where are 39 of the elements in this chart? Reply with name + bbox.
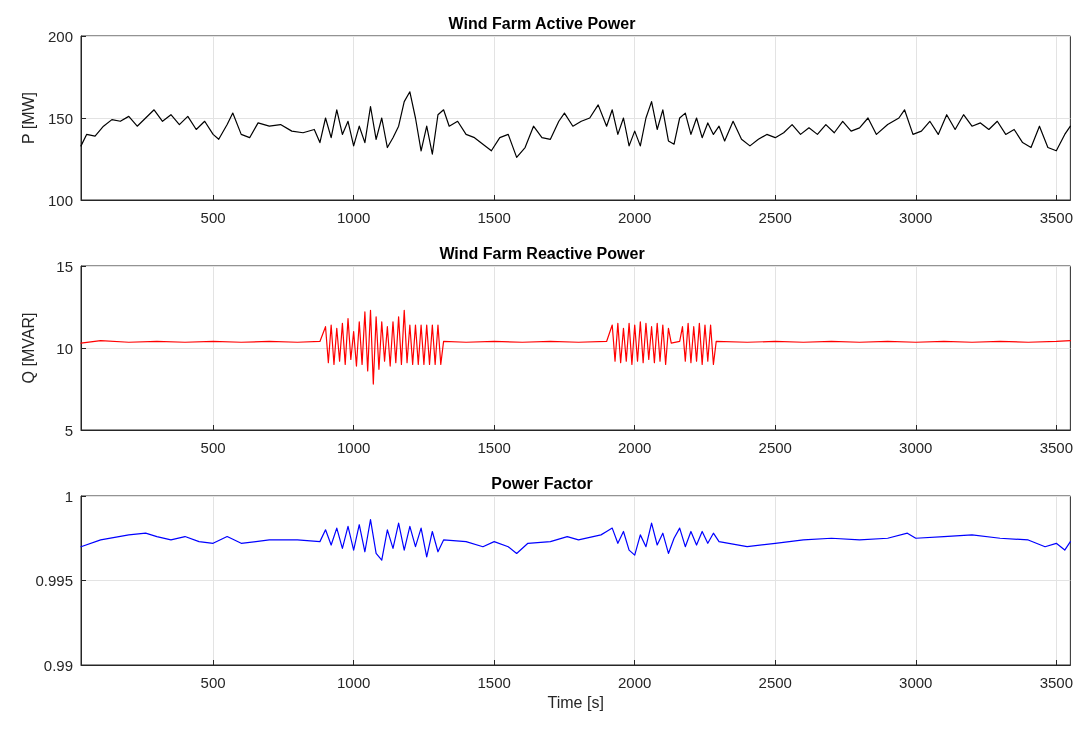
x-tick-label: 1500 xyxy=(477,674,511,691)
x-tick-label: 3500 xyxy=(1039,209,1073,226)
chart-title: Power Factor xyxy=(491,474,593,492)
x-tick-label: 3000 xyxy=(899,674,933,691)
x-tick-label: 500 xyxy=(200,439,226,456)
x-tick-label: 1000 xyxy=(336,674,371,691)
chart-title: Wind Farm Reactive Power xyxy=(439,244,645,262)
x-tick-label: 2500 xyxy=(758,209,792,226)
y-tick-label: 150 xyxy=(47,109,73,127)
y-tick-label: 1 xyxy=(64,487,73,505)
y-tick-label: 15 xyxy=(56,257,73,275)
x-tick-label: 3500 xyxy=(1039,439,1073,456)
y-tick-label: 200 xyxy=(47,27,73,45)
line-series xyxy=(80,519,1071,561)
y-tick-label: 100 xyxy=(47,191,73,209)
chart-title: Wind Farm Active Power xyxy=(448,14,636,32)
y-axis-title: P [MW] xyxy=(19,91,37,145)
x-tick-label: 500 xyxy=(200,209,226,226)
y-tick-label: 10 xyxy=(56,339,73,357)
x-tick-label: 500 xyxy=(200,674,226,691)
line-series xyxy=(80,309,1071,385)
x-tick-label: 3500 xyxy=(1039,674,1073,691)
y-tick-label: 0.995 xyxy=(35,572,73,589)
x-axis-title: Time [s] xyxy=(547,694,604,712)
x-tick-label: 1500 xyxy=(477,209,511,226)
line-series xyxy=(80,91,1071,158)
x-tick-label: 2500 xyxy=(758,674,792,691)
x-tick-label: 3000 xyxy=(899,439,933,456)
x-tick-label: 2000 xyxy=(618,674,652,691)
x-tick-label: 3000 xyxy=(899,209,933,226)
y-tick-label: 0.99 xyxy=(43,656,73,674)
x-tick-label: 1000 xyxy=(336,439,371,456)
x-tick-label: 2000 xyxy=(618,209,652,226)
y-axis-title: Q [MVAR] xyxy=(19,312,37,384)
y-tick-label: 5 xyxy=(64,421,73,439)
x-tick-label: 1500 xyxy=(477,439,511,456)
x-tick-label: 2500 xyxy=(758,439,792,456)
x-tick-label: 2000 xyxy=(618,439,652,456)
x-tick-label: 1000 xyxy=(336,209,371,226)
